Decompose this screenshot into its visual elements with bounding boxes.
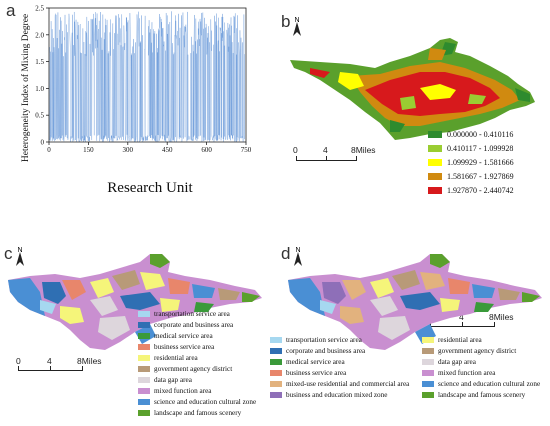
x-tick-label: 750 bbox=[241, 146, 252, 154]
legend-swatch bbox=[270, 370, 282, 376]
chart-series-group bbox=[49, 11, 245, 143]
legend-b: 0.000000 - 0.410116 0.410117 - 1.099928 … bbox=[426, 128, 550, 204]
legend-swatch bbox=[138, 355, 150, 361]
legend-c-item: science and education cultural zone bbox=[138, 398, 256, 406]
legend-c: transportation service area corporate an… bbox=[136, 308, 276, 426]
x-axis-label: Research Unit bbox=[107, 180, 193, 196]
panel-label-b: b bbox=[281, 12, 291, 31]
legend-swatch bbox=[270, 348, 282, 354]
legend-swatch bbox=[138, 399, 150, 405]
legend-swatch bbox=[138, 344, 150, 350]
scale-label-0: 0 bbox=[293, 145, 298, 155]
legend-swatch bbox=[270, 392, 282, 398]
scale-label-8: 8Miles bbox=[351, 145, 376, 155]
x-tick-label: 150 bbox=[83, 146, 94, 154]
legend-swatch bbox=[422, 348, 434, 354]
legend-d-item: business service area bbox=[270, 369, 346, 377]
series-line bbox=[49, 11, 245, 143]
svg-text:N: N bbox=[295, 247, 300, 254]
y-tick-label: 1.0 bbox=[35, 85, 44, 93]
y-tick-label: 0.5 bbox=[35, 112, 44, 120]
panel-label-d: d bbox=[281, 244, 291, 263]
mixing-degree-line-chart: 0 150 300 450 600 750 0 0.5 1.0 1.5 2.0 2.5 Heterog… bbox=[20, 5, 252, 197]
legend-d-item: science and education cultural zone bbox=[422, 380, 540, 388]
scale-label-0: 0 bbox=[16, 356, 21, 366]
scale-label-4: 4 bbox=[47, 356, 52, 366]
legend-swatch bbox=[422, 370, 434, 376]
legend-b-item: 1.099929 - 1.581666 bbox=[428, 158, 514, 167]
legend-d-item: data gap area bbox=[422, 358, 476, 366]
legend-d-item: mixed function area bbox=[422, 369, 495, 377]
svg-text:N: N bbox=[17, 247, 22, 254]
legend-b-item: 0.410117 - 1.099928 bbox=[428, 144, 513, 153]
x-tick-label: 600 bbox=[201, 146, 212, 154]
legend-swatch bbox=[270, 337, 282, 343]
x-tick-label: 300 bbox=[123, 146, 134, 154]
legend-c-item: government agency district bbox=[138, 365, 232, 373]
scale-bar-b: 0 4 8Miles bbox=[290, 145, 376, 172]
y-tick-label: 0 bbox=[41, 139, 45, 147]
legend-swatch bbox=[270, 359, 282, 365]
legend-swatch bbox=[138, 377, 150, 383]
legend-d: transportation service area corporate an… bbox=[268, 334, 550, 406]
legend-b-item: 0.000000 - 0.410116 bbox=[428, 130, 513, 139]
legend-c-item: business service area bbox=[138, 343, 214, 351]
legend-c-item: medical service area bbox=[138, 332, 213, 340]
legend-b-item: 1.927870 - 2.440742 bbox=[428, 186, 514, 195]
legend-swatch bbox=[422, 359, 434, 365]
scale-label-8: 8Miles bbox=[489, 312, 514, 322]
svg-text:N: N bbox=[294, 17, 299, 24]
legend-c-item: transportation service area bbox=[138, 310, 230, 318]
north-arrow-b-icon: N bbox=[293, 17, 301, 36]
x-tick-label: 0 bbox=[47, 146, 51, 154]
legend-swatch bbox=[138, 322, 150, 328]
north-arrow-c-icon: N bbox=[16, 247, 24, 266]
panel-label-c: c bbox=[4, 244, 13, 263]
legend-swatch bbox=[428, 145, 442, 152]
legend-swatch bbox=[428, 131, 442, 138]
legend-d-item: business and education mixed zone bbox=[270, 391, 387, 399]
legend-swatch bbox=[422, 381, 434, 387]
legend-swatch bbox=[270, 381, 282, 387]
legend-swatch bbox=[422, 337, 434, 343]
scale-label-8: 8Miles bbox=[77, 356, 102, 366]
chart-axes-group: 0 150 300 450 600 750 0 0.5 1.0 1.5 2.0 2.5 bbox=[35, 5, 252, 155]
y-axis-label: Heterogeneity Index of Mixing Degree bbox=[20, 14, 31, 162]
legend-d-item: corporate and business area bbox=[270, 347, 365, 355]
legend-d-item: medical service area bbox=[270, 358, 345, 366]
legend-swatch bbox=[428, 187, 442, 194]
x-tick-label: 450 bbox=[162, 146, 173, 154]
y-tick-label: 1.5 bbox=[35, 58, 44, 66]
legend-b-item: 1.581667 - 1.927869 bbox=[428, 172, 514, 181]
legend-d-item: government agency district bbox=[422, 347, 516, 355]
legend-d-item: landscape and famous scenery bbox=[422, 391, 525, 399]
plot-frame bbox=[48, 7, 247, 143]
legend-d-item: transportation service area bbox=[270, 336, 362, 344]
map-c-functional-zones bbox=[8, 254, 262, 350]
scale-bar-c: 0 4 8Miles bbox=[14, 352, 114, 376]
legend-swatch bbox=[138, 366, 150, 372]
y-tick-label: 2.0 bbox=[35, 31, 44, 39]
legend-swatch bbox=[138, 333, 150, 339]
legend-swatch bbox=[138, 388, 150, 394]
legend-c-item: residential area bbox=[138, 354, 198, 362]
north-arrow-d-icon: N bbox=[294, 247, 302, 266]
legend-c-item: corporate and business area bbox=[138, 321, 233, 329]
map-b-mixing-heterogeneity bbox=[290, 38, 535, 140]
legend-swatch bbox=[428, 173, 442, 180]
legend-swatch bbox=[138, 410, 150, 416]
scale-label-4: 4 bbox=[459, 312, 464, 322]
legend-d-item: mixed-use residential and commercial are… bbox=[270, 380, 409, 388]
scale-label-4: 4 bbox=[323, 145, 328, 155]
legend-swatch bbox=[422, 392, 434, 398]
legend-d-item: residential area bbox=[422, 336, 482, 344]
legend-c-item: mixed function area bbox=[138, 387, 211, 395]
map-d-functional-zones bbox=[288, 254, 542, 350]
legend-swatch bbox=[138, 311, 150, 317]
y-tick-label: 2.5 bbox=[35, 5, 44, 13]
legend-c-item: landscape and famous scenery bbox=[138, 409, 241, 417]
panel-label-a: a bbox=[6, 1, 16, 20]
legend-swatch bbox=[428, 159, 442, 166]
legend-c-item: data gap area bbox=[138, 376, 192, 384]
